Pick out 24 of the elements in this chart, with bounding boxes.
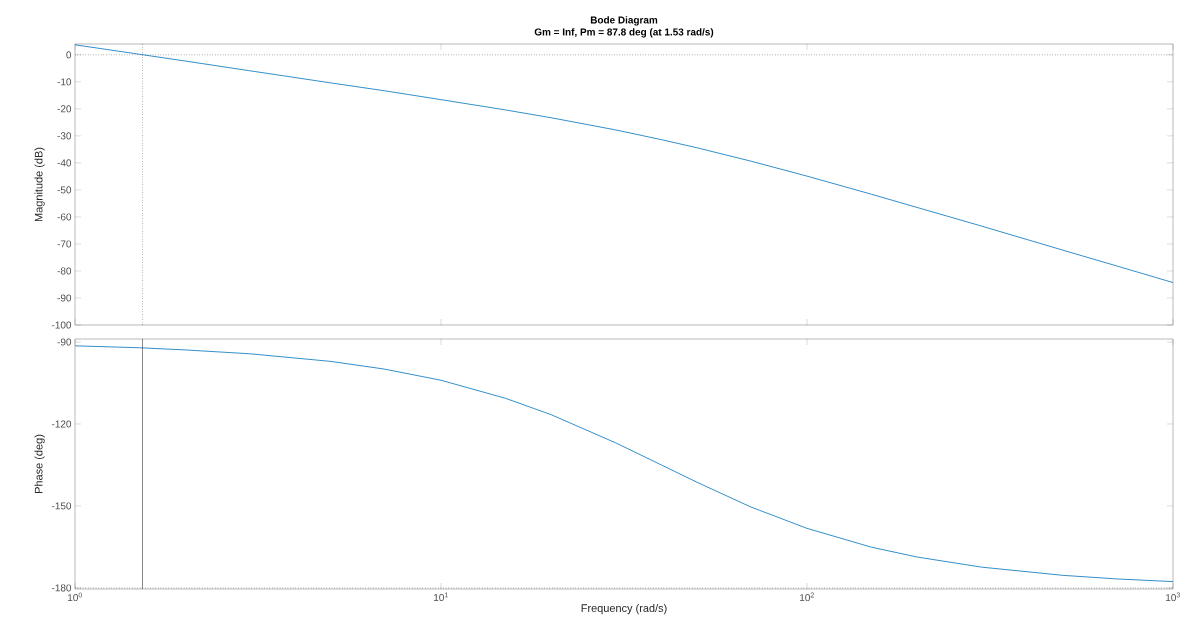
y-axis-title: Phase (deg) <box>34 434 45 493</box>
y-tick-label: -100 <box>51 321 72 329</box>
chart-subtitle: Gm = Inf, Pm = 87.8 deg (at 1.53 rad/s) <box>534 28 714 38</box>
y-tick-label: -60 <box>57 213 72 221</box>
x-tick-label: 10$^{2}$ <box>800 592 814 602</box>
y-tick-label: -30 <box>57 132 72 140</box>
y-tick-label: -20 <box>57 105 72 113</box>
y-tick-label: -40 <box>57 159 72 167</box>
y-tick-label: -90 <box>57 338 72 346</box>
x-tick-label: 10$^{0}$ <box>68 592 82 602</box>
y-axis-title: Magnitude (dB) <box>34 147 45 222</box>
y-tick-label: -50 <box>57 186 72 194</box>
y-tick-label: 0 <box>66 51 72 59</box>
x-axis-title: Frequency (rad/s) <box>581 603 667 615</box>
y-tick-label: -70 <box>57 240 72 248</box>
x-tick-label: 10$^{3}$ <box>1166 592 1180 602</box>
x-tick-label: 10$^{1}$ <box>434 592 448 602</box>
y-tick-label: -80 <box>57 267 72 275</box>
y-tick-label: -10 <box>57 78 72 86</box>
y-tick-label: -90 <box>57 294 72 302</box>
y-tick-label: -180 <box>51 584 72 592</box>
chart-title: Bode Diagram <box>590 16 658 26</box>
y-tick-label: -120 <box>51 420 72 428</box>
y-tick-label: -150 <box>51 502 72 510</box>
